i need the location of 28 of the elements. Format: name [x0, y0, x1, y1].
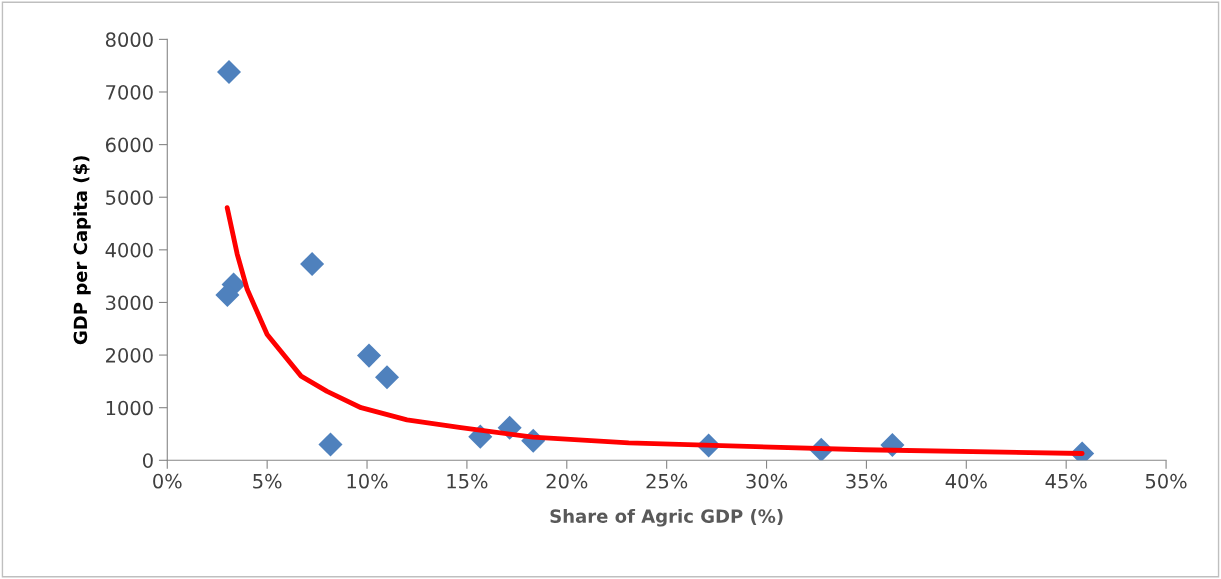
x-tick-label: 45%: [1045, 473, 1087, 489]
x-tick-label: 0%: [153, 473, 182, 489]
x-tick-label: 20%: [546, 473, 588, 489]
x-tick-label: 5%: [253, 473, 282, 489]
y-tick-label: 8000: [105, 32, 153, 48]
y-tick-label: 2000: [106, 348, 153, 363]
point: [318, 432, 343, 457]
y-tick-label: 1000: [106, 400, 153, 416]
y-tick-label: 5000: [106, 190, 153, 205]
point: [357, 343, 382, 368]
x-tick-label: 15%: [447, 473, 488, 489]
x-tick-label: 50%: [1145, 473, 1187, 489]
y-tick-label: 3000: [106, 295, 153, 311]
y-axis-title: GDP per Capita ($): [73, 156, 91, 345]
point: [216, 59, 242, 85]
x-tick-label: 35%: [846, 473, 887, 489]
y-tick-label: 0: [142, 453, 153, 468]
y-tick-label: 4000: [105, 242, 153, 258]
x-tick-label: 10%: [347, 473, 388, 489]
x-tick-label: 25%: [646, 473, 688, 489]
point: [300, 252, 325, 277]
point: [374, 365, 400, 390]
y-tick-label: 7000: [106, 84, 153, 100]
point: [215, 283, 240, 308]
y-tick-label: 6000: [105, 137, 153, 153]
x-tick-label: 40%: [945, 473, 987, 489]
x-axis-title: Share of Agric GDP (%): [550, 508, 783, 527]
x-tick-label: 30%: [746, 473, 788, 489]
